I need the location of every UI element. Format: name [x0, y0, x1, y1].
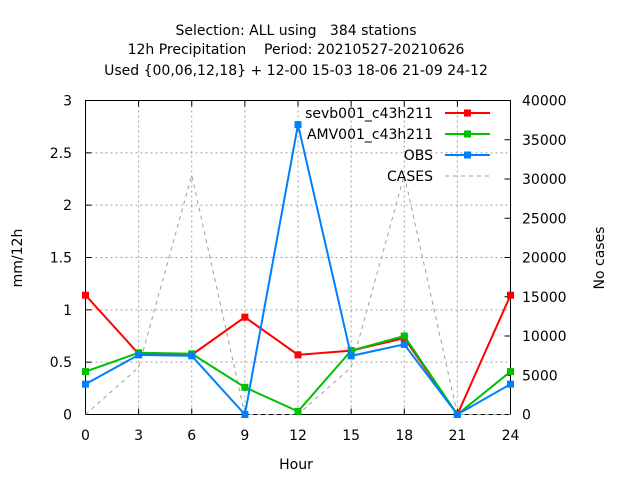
x-tick-label: 24 [502, 428, 520, 444]
x-tick-label: 18 [395, 428, 413, 444]
legend-sevb001-c43h211-marker [464, 109, 471, 117]
series-layer [82, 121, 514, 418]
series-amv001-c43h211-point [400, 332, 408, 340]
legend-obs-label: OBS [404, 148, 433, 164]
series-obs-point [82, 380, 89, 388]
y-tick-labels: 0 0.5 1 1.5 2 2.5 3 [50, 94, 72, 424]
chart-title-line-1: Selection: ALL using 384 stations [175, 23, 416, 39]
series-obs-point [294, 121, 302, 129]
y-tick-label: 0.5 [50, 355, 72, 371]
y2-tick-label: 15000 [522, 290, 567, 306]
y2-axis-label: No cases [592, 227, 608, 290]
x-tick-label: 6 [187, 428, 196, 444]
y-tick-label: 3 [63, 94, 72, 110]
y-tick-label: 2 [63, 198, 72, 214]
legend-cases-label: CASES [387, 169, 433, 185]
y-tick-label: 2.5 [50, 146, 72, 162]
y2-tick-label: 10000 [522, 329, 567, 345]
series-obs-point [188, 352, 196, 360]
series-sevb001-c43h211-point [241, 313, 249, 321]
series-amv001-c43h211-point [507, 368, 514, 376]
grid-lines [85, 100, 511, 415]
series-obs-point [400, 340, 408, 348]
chart-title-line-3: Used {00,06,12,18} + 12-00 15-03 18-06 2… [104, 63, 488, 79]
y2-tick-label: 20000 [522, 251, 567, 267]
legend-sevb001-c43h211-label: sevb001_c43h211 [305, 106, 433, 122]
y2-tick-labels: 0 5000 10000 15000 20000 25000 30000 35000 40000 [522, 94, 567, 424]
chart-title-line-2: 12h Precipitation Period: 20210527-20210… [128, 42, 465, 58]
y2-tick-label: 0 [522, 408, 531, 424]
legend-amv001-c43h211-marker [464, 130, 471, 138]
series-obs-point [135, 351, 143, 359]
series-obs-point [347, 352, 355, 360]
y-tick-label: 1.5 [50, 251, 72, 267]
x-tick-label: 12 [289, 428, 307, 444]
series-amv001-c43h211-point [82, 368, 89, 376]
legend: sevb001_c43h211 AMV001_c43h211 OBS CASES [305, 106, 490, 185]
series-sevb001-c43h211-point [82, 291, 89, 299]
series-amv001-c43h211-point [347, 347, 355, 355]
series-obs-point [241, 411, 249, 418]
legend-obs-marker [464, 151, 471, 159]
x-tick-labels: 0 3 6 9 12 15 18 21 24 [81, 428, 519, 444]
y-axis-label: mm/12h [10, 229, 26, 288]
series-amv001-c43h211-line [85, 334, 512, 416]
y-tick-label: 1 [63, 303, 72, 319]
series-amv001-c43h211-point [241, 383, 249, 391]
y2-tick-label: 5000 [522, 368, 558, 384]
x-tick-label: 9 [240, 428, 249, 444]
y2-tick-label: 40000 [522, 94, 567, 110]
series-amv001-c43h211-point [294, 407, 302, 415]
x-tick-label: 3 [134, 428, 143, 444]
series-obs-point [507, 380, 514, 388]
y2-tick-label: 25000 [522, 211, 567, 227]
y2-tick-label: 30000 [522, 172, 567, 188]
series-sevb001-c43h211-point [294, 351, 302, 359]
y-tick-label: 0 [63, 408, 72, 424]
x-tick-label: 15 [342, 428, 360, 444]
x-tick-label: 21 [448, 428, 466, 444]
x-tick-label: 0 [81, 428, 90, 444]
series-sevb001-c43h211-point [507, 291, 514, 299]
legend-amv001-c43h211-label: AMV001_c43h211 [307, 127, 433, 143]
series-obs-point [453, 411, 461, 418]
y2-tick-label: 35000 [522, 133, 567, 149]
x-axis-label: Hour [279, 457, 313, 473]
